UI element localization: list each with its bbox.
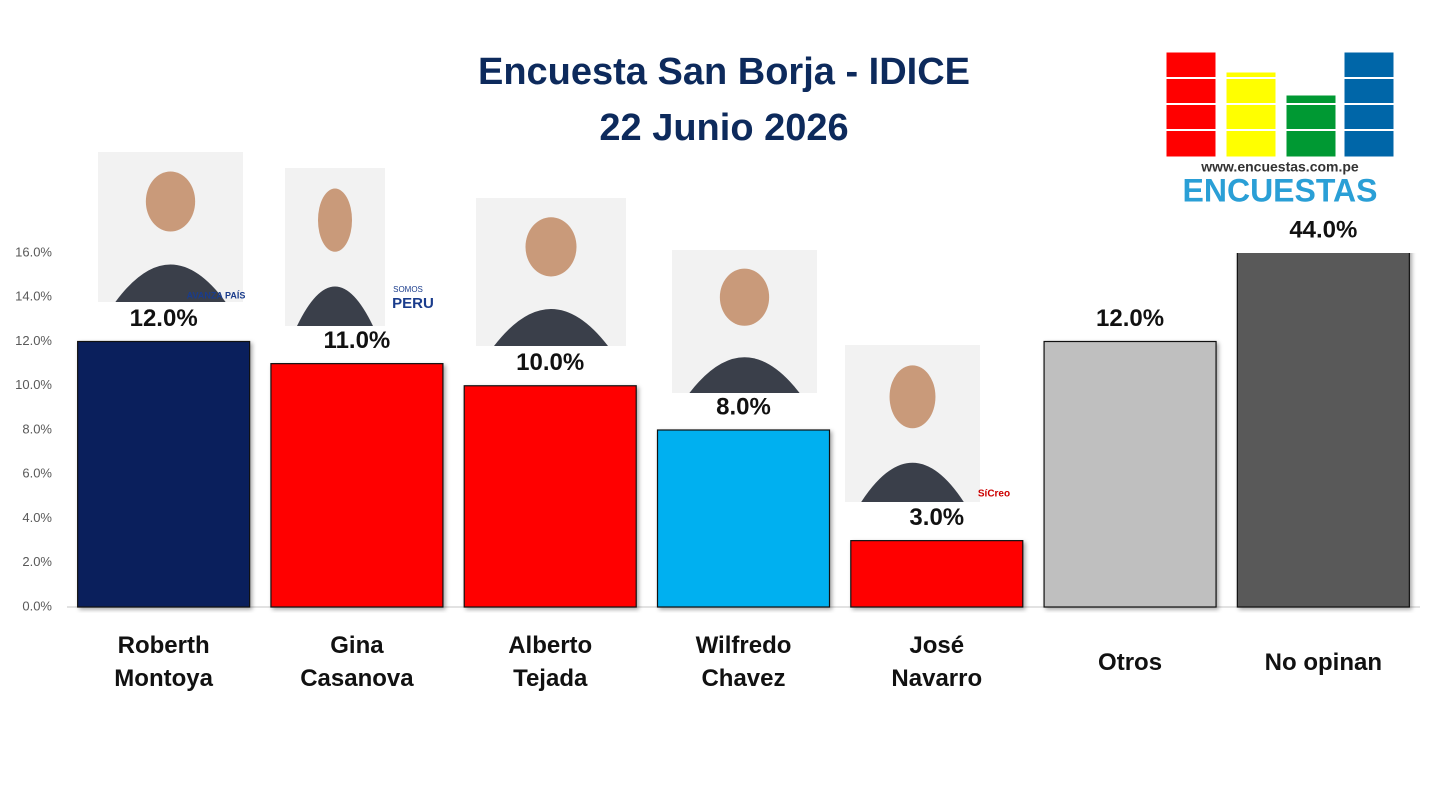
x-tick-label: Otros: [1098, 648, 1163, 676]
brand-url: www.encuestas.com.pe: [1200, 159, 1359, 175]
bar: [1043, 340, 1217, 608]
x-tick-label: Gina Casanova: [300, 632, 414, 692]
y-tick-label: 4.0%: [22, 510, 52, 525]
photo-head: [889, 365, 936, 429]
value-label: 3.0%: [909, 504, 964, 531]
photo-body: [689, 357, 800, 393]
y-tick-label: 0.0%: [22, 598, 52, 613]
photo-body: [115, 264, 226, 302]
y-tick-label: 12.0%: [15, 333, 52, 348]
y-tick-label: 2.0%: [22, 554, 52, 569]
y-tick-label: 8.0%: [22, 421, 52, 436]
x-tick-label: Wilfredo Chavez: [695, 632, 792, 692]
photo-body: [861, 462, 964, 502]
photo-body: [494, 309, 608, 346]
y-tick-label: 16.0%: [15, 244, 52, 259]
party-logo-text: SOMOS: [393, 285, 423, 294]
y-tick-label: 6.0%: [22, 466, 52, 481]
x-tick-label: No opinan: [1264, 648, 1382, 676]
photo-head: [145, 171, 196, 232]
party-logo-text: PERU: [392, 295, 434, 312]
y-tick-label: 10.0%: [15, 377, 52, 392]
chart-title: Encuesta San Borja - IDICE: [478, 51, 970, 93]
photo-head: [525, 217, 577, 277]
brand-logo: www.encuestas.com.pe ENCUESTAS: [1165, 51, 1395, 208]
bar: [270, 363, 444, 608]
photo-body: [297, 286, 373, 326]
candidate-photos: [98, 152, 980, 502]
y-tick-label: 14.0%: [15, 289, 52, 304]
brand-name: ENCUESTAS: [1183, 172, 1378, 208]
value-label: 12.0%: [130, 305, 198, 332]
chart-subtitle: 22 Junio 2026: [599, 107, 848, 149]
bar: [77, 340, 251, 608]
bar: [850, 540, 1024, 608]
x-tick-label: Alberto Tejada: [508, 632, 593, 692]
photo-head: [719, 268, 770, 326]
x-tick-label: José Navarro: [891, 632, 983, 692]
value-label: 44.0%: [1289, 216, 1357, 243]
bar: [463, 385, 637, 608]
party-logo-text: SíCreo: [978, 489, 1010, 500]
bar: [656, 429, 831, 608]
x-tick-label: Roberth Montoya: [114, 632, 213, 692]
bar: [1236, 253, 1410, 608]
value-label: 10.0%: [516, 349, 584, 376]
party-logo-text: AVANZA PAÍS: [187, 290, 246, 300]
value-label: 8.0%: [716, 393, 771, 420]
value-label: 11.0%: [324, 327, 391, 354]
photo-head: [318, 188, 352, 252]
value-label: 12.0%: [1096, 305, 1164, 332]
